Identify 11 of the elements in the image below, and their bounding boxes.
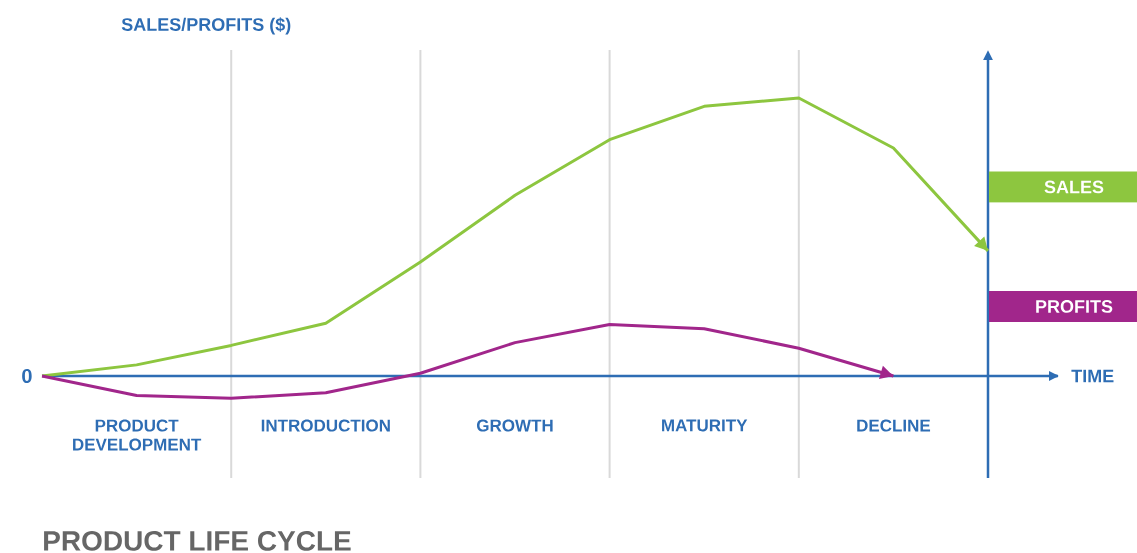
x-tick-label: INTRODUCTION — [261, 419, 390, 432]
x-axis-title: TIME — [1071, 369, 1114, 383]
text: 0 — [22, 368, 32, 384]
y-axis-title: SALES/PROFITS ($) — [121, 17, 291, 35]
x-tick-label: PRODUCT DEVELOPMENT — [73, 419, 202, 451]
x-tick-label: DECLINE — [857, 419, 931, 432]
text: SALES — [1044, 180, 1104, 194]
text: PRODUCT LIFE CYCLE — [44, 530, 351, 551]
x-tick-label: MATURITY — [662, 419, 748, 432]
text: PROFITS — [1036, 300, 1113, 313]
x-tick-label: GROWTH — [476, 419, 553, 432]
